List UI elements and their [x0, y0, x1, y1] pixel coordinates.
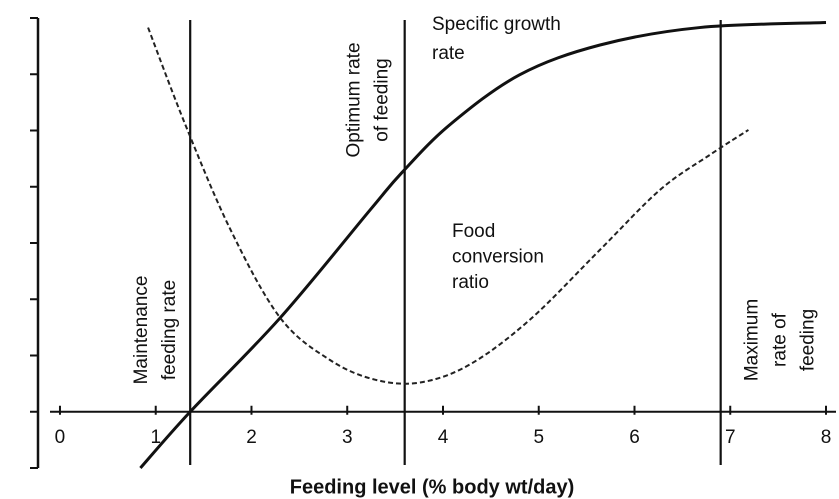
- reference-label: feeding: [798, 309, 819, 371]
- series-label: rate: [432, 43, 465, 64]
- x-tick-label: 0: [55, 427, 66, 448]
- x-tick-label: 2: [246, 427, 257, 448]
- x-tick-label: 8: [821, 427, 832, 448]
- reference-label: of feeding: [372, 58, 393, 141]
- x-tick-label: 3: [342, 427, 353, 448]
- series-line: [147, 27, 749, 385]
- reference-label: Optimum rate: [344, 42, 365, 157]
- series-label: Food: [452, 221, 495, 242]
- series-label: ratio: [452, 272, 489, 293]
- x-axis-title: Feeding level (% body wt/day): [290, 476, 575, 498]
- reference-label: rate of: [770, 312, 791, 367]
- reference-label: feeding rate: [159, 280, 180, 380]
- series-label: Specific growth: [432, 14, 561, 35]
- x-tick-label: 7: [725, 427, 736, 448]
- reference-label: Maintenance: [131, 276, 152, 385]
- x-tick-label: 5: [533, 427, 544, 448]
- series-label: conversion: [452, 247, 544, 268]
- reference-label: Maximum: [742, 299, 763, 381]
- x-tick-label: 1: [150, 427, 161, 448]
- series-line: [139, 21, 827, 469]
- x-tick-label: 6: [629, 427, 640, 448]
- x-tick-label: 4: [438, 427, 449, 448]
